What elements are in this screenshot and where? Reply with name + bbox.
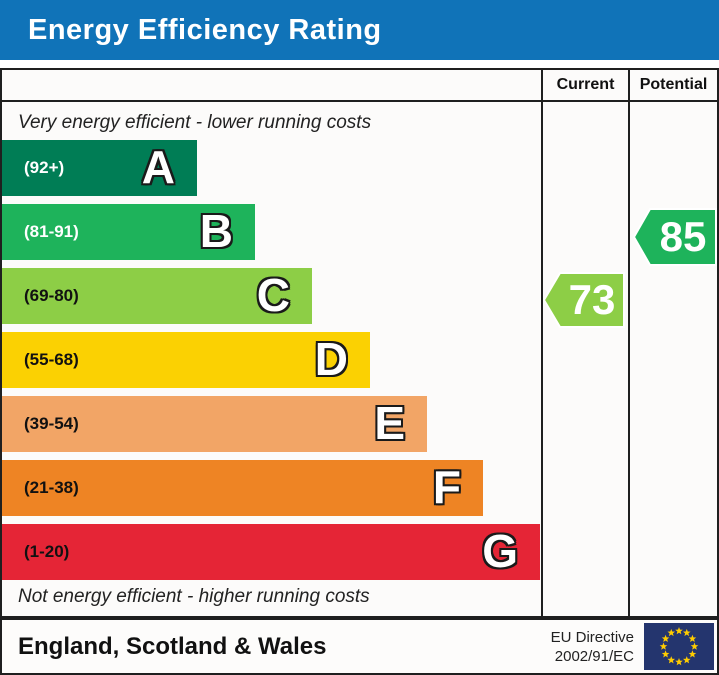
- band-range-label: (92+): [24, 158, 65, 177]
- footer-bar: England, Scotland & Wales EU Directive 2…: [0, 618, 719, 675]
- region-label: England, Scotland & Wales: [18, 632, 327, 660]
- eu-directive-label: EU Directive 2002/91/EC: [551, 628, 634, 666]
- current-rating-marker: 73: [543, 271, 625, 329]
- band-letter: D: [314, 333, 348, 385]
- left-arrow-icon: [633, 208, 717, 266]
- band-row-b: (81-91) B: [2, 204, 255, 260]
- band-row-g: (1-20) G: [2, 524, 540, 580]
- current-column-header: Current: [556, 76, 615, 93]
- band-range-label: (55-68): [24, 350, 79, 369]
- page-title: Energy Efficiency Rating: [28, 14, 382, 46]
- potential-column-header: Potential: [639, 76, 708, 93]
- band-letter: B: [199, 205, 233, 257]
- potential-rating-value: 85: [659, 213, 707, 260]
- band-letter: E: [374, 397, 405, 449]
- band-row-d: (55-68) D: [2, 332, 370, 388]
- band-range-label: (1-20): [24, 542, 70, 561]
- band-range-label: (21-38): [24, 478, 79, 497]
- column-divider-potential: [628, 70, 630, 616]
- eu-directive-line1: EU Directive: [550, 628, 634, 646]
- eu-flag-icon: [644, 623, 714, 670]
- band-letter: G: [482, 525, 518, 577]
- bottom-note: Not energy efficient - higher running co…: [18, 586, 370, 607]
- title-bar: Energy Efficiency Rating: [0, 0, 719, 60]
- band-letter: F: [432, 461, 461, 513]
- left-arrow-icon: [543, 272, 625, 328]
- column-divider-current: [541, 70, 543, 616]
- band-letter: C: [256, 269, 290, 321]
- band-range-label: (69-80): [24, 286, 79, 305]
- band-row-a: (92+) A: [2, 140, 197, 196]
- potential-rating-marker: 85: [633, 207, 717, 267]
- band-range-label: (81-91): [24, 222, 79, 241]
- current-rating-value: 73: [568, 276, 616, 323]
- band-row-c: (69-80) C: [2, 268, 312, 324]
- band-row-e: (39-54) E: [2, 396, 427, 452]
- rating-table: Current Potential Very energy efficient …: [0, 68, 719, 618]
- band-row-f: (21-38) F: [2, 460, 483, 516]
- top-note: Very energy efficient - lower running co…: [18, 112, 372, 133]
- band-letter: A: [141, 141, 175, 193]
- table-header-row: Current Potential: [2, 70, 717, 102]
- band-range-label: (39-54): [24, 414, 79, 433]
- eu-directive-line2: 2002/91/EC: [554, 647, 634, 665]
